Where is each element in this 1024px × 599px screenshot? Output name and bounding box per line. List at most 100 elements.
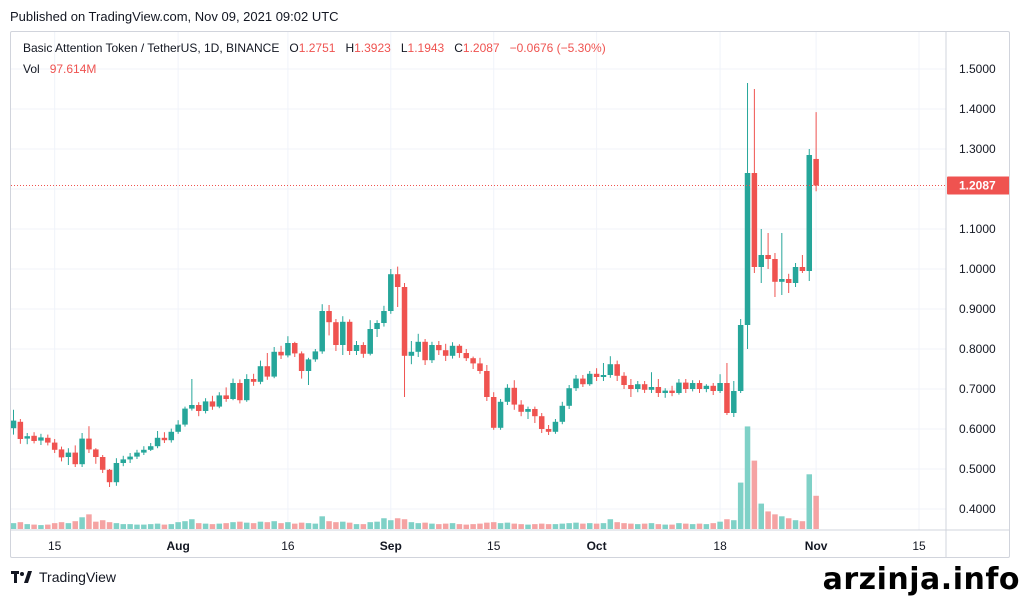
candle-body [758,255,764,267]
candle-body [799,267,806,271]
change-value: −0.0676 (−5.30%) [509,41,606,55]
candle-body [134,452,140,457]
candle-body [628,385,634,389]
volume-bar [580,523,586,529]
candle-body [120,459,127,463]
tradingview-logo[interactable]: TradingView [11,569,116,585]
volume-bar [175,522,181,529]
volume-bar [381,518,387,529]
candle-body [484,371,490,397]
candlestick-chart[interactable]: 1.50001.40001.30001.20001.10001.00000.90… [11,32,1010,558]
volume-bar [202,523,209,529]
volume-bar [792,520,799,529]
candle-body [72,452,78,465]
volume-bar [65,523,72,529]
volume-bar [628,523,634,529]
y-tick-label: 1.4000 [959,102,996,116]
candle-body [477,363,483,371]
candle-body [161,437,168,441]
volume-bar [731,520,737,529]
volume-bar [422,522,428,529]
y-tick-label: 0.9000 [959,302,996,316]
candle-body [271,351,277,377]
volume-bar [141,524,147,529]
volume-bar [24,524,30,529]
candle-body [243,379,250,401]
x-tick-label: Oct [587,539,607,553]
volume-bar [388,520,394,529]
candle-body [751,173,758,267]
tradingview-logo-icon [11,570,32,583]
candle-body [86,438,92,450]
volume-bar [813,495,819,529]
volume-bar [470,524,476,529]
volume-bar [209,524,216,529]
last-price-label: 1.2087 [959,179,996,193]
volume-bar [779,516,785,529]
volume-bar [216,523,223,529]
volume-bar [367,522,373,529]
volume-bar [662,524,668,529]
volume-bar [559,523,566,529]
open-value: 1.2751 [298,41,336,55]
x-tick-label: 15 [912,539,926,553]
volume-bar [689,524,696,529]
volume-bar [785,518,792,529]
volume-bar [518,524,524,529]
candle-body [401,287,408,356]
candle-body [600,375,607,377]
volume-bar [545,524,552,529]
candle-body [779,279,785,282]
volume-bar [607,519,614,529]
candle-body [676,382,682,393]
candle-body [566,388,572,406]
candle-body [586,373,593,385]
volume-bar [724,519,730,529]
candle-body [17,421,24,439]
volume-bar [86,514,92,529]
volume-value: 97.614M [49,62,97,76]
volume-bar [257,521,264,529]
volume-bar [182,521,188,529]
candle-body [456,345,463,353]
volume-bar [271,521,277,529]
candle-body [573,378,579,389]
y-tick-label: 0.6000 [959,422,996,436]
candle-body [813,158,819,186]
volume-bar [223,523,229,529]
volume-bar [737,482,744,529]
volume-bar [147,524,154,529]
y-tick-label: 1.5000 [959,62,996,76]
volume-bar [703,524,710,529]
watermark: arzinja.info [822,562,1020,597]
chart-frame[interactable]: 1.50001.40001.30001.20001.10001.00000.90… [10,31,1010,558]
volume-bar [333,522,339,529]
volume-bar [806,474,813,529]
x-tick-label: 16 [281,539,295,553]
volume-bar [648,523,655,529]
volume-bar [340,521,346,529]
low-value: 1.1943 [407,41,445,55]
candle-body [141,449,147,453]
candle-body [250,379,257,382]
candle-body [367,329,373,354]
volume-bar [120,524,127,529]
x-tick-label: Sep [380,539,402,553]
candle-body [285,343,291,356]
volume-bar [401,519,408,529]
volume-bar [360,524,367,529]
candle-body [614,364,620,376]
volume-bar [614,522,620,529]
candle-body [223,395,229,399]
volume-bar [758,503,764,529]
candle-body [662,390,668,393]
volume-bar [676,523,682,529]
y-tick-label: 0.7000 [959,382,996,396]
candle-body [202,401,209,411]
candle-body [449,345,456,356]
y-tick-label: 0.8000 [959,342,996,356]
candle-body [806,155,813,271]
volume-bar [490,522,497,529]
published-caption: Published on TradingView.com, Nov 09, 20… [10,9,339,24]
volume-bar [285,522,291,529]
